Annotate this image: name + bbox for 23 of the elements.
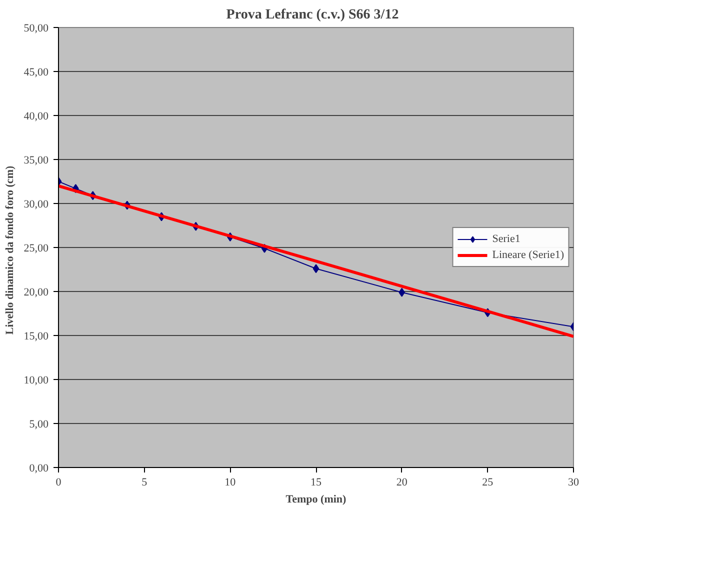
x-tick-label: 0 [56,476,62,488]
x-tick-label: 25 [482,476,494,488]
x-tick-label: 20 [396,476,408,488]
y-tick-label: 40,00 [24,110,49,122]
x-axis-title: Tempo (min) [286,494,347,506]
y-tick-label: 0,00 [29,462,49,474]
y-tick-label: 25,00 [24,242,49,254]
x-tick-label: 15 [310,476,322,488]
chart-title: Prova Lefranc (c.v.) S66 3/12 [226,8,399,22]
y-tick-label: 35,00 [24,154,49,166]
y-axis-title: Livello dinamico da fondo foro (cm) [4,166,16,335]
y-tick-label: 30,00 [24,198,49,210]
y-tick-label: 10,00 [24,374,49,386]
y-tick-label: 45,00 [24,66,49,78]
y-tick-label: 50,00 [24,22,49,34]
y-tick-label: 15,00 [24,330,49,342]
y-tick-label: 20,00 [24,286,49,298]
legend-label: Lineare (Serie1) [492,248,564,262]
x-tick-label: 10 [224,476,236,488]
legend-label: Serie1 [492,232,520,246]
x-tick-label: 5 [142,476,148,488]
y-tick-label: 5,00 [29,418,49,430]
x-tick-label: 30 [568,476,580,488]
